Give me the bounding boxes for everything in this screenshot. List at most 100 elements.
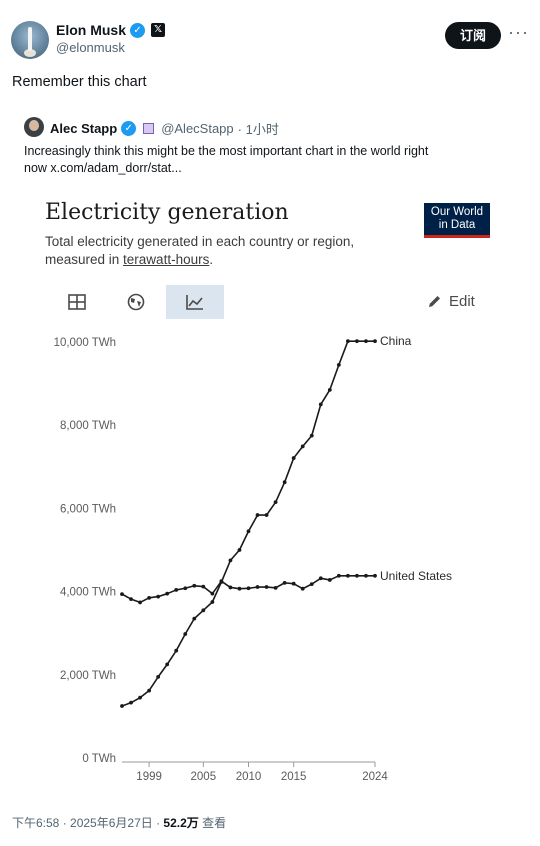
- data-point: [345, 339, 350, 344]
- y-tick-label: 4,000 TWh: [60, 587, 116, 599]
- x-tick-label: 2010: [236, 771, 262, 783]
- data-point: [237, 586, 242, 591]
- y-tick-label: 8,000 TWh: [60, 420, 116, 432]
- y-tick-label: 2,000 TWh: [60, 670, 116, 682]
- author-name[interactable]: Elon Musk: [56, 22, 127, 38]
- quote-author-avatar[interactable]: [24, 117, 44, 137]
- chart-subtitle-line: Total electricity generated in each coun…: [45, 234, 355, 249]
- data-point: [210, 591, 215, 596]
- data-point: [183, 586, 188, 591]
- data-point: [147, 595, 152, 600]
- data-point: [183, 632, 188, 636]
- data-point: [282, 580, 287, 585]
- series-label: China: [380, 334, 412, 348]
- author-avatar[interactable]: [11, 21, 49, 59]
- data-point: [156, 674, 161, 679]
- data-point: [165, 662, 170, 667]
- data-point: [355, 339, 359, 344]
- data-point: [336, 362, 341, 367]
- tweet-meta: 下午6:58 · 2025年6月27日 · 52.2万 查看: [12, 814, 226, 831]
- data-point: [255, 513, 260, 517]
- data-point: [228, 585, 233, 590]
- edit-label: Edit: [449, 293, 475, 310]
- quote-verified-badge-icon: ✓: [121, 121, 137, 136]
- data-point: [364, 573, 368, 578]
- data-point: [273, 500, 278, 505]
- pencil-icon: [429, 296, 440, 307]
- data-point: [165, 591, 170, 596]
- quote-author-name[interactable]: Alec Stapp: [50, 121, 118, 136]
- data-point: [228, 558, 233, 563]
- author-handle[interactable]: @elonmusk: [56, 40, 125, 55]
- data-point: [192, 616, 197, 621]
- tweet-text: Remember this chart: [12, 74, 147, 90]
- x-tick-label: 2005: [191, 771, 217, 783]
- tweet-timestamp[interactable]: 下午6:58 · 2025年6月27日 ·: [12, 816, 164, 830]
- quote-text-line: now x.com/adam_dorr/stat...: [24, 161, 182, 175]
- data-point: [273, 585, 278, 590]
- map-view-button[interactable]: [107, 285, 165, 319]
- data-point: [327, 578, 332, 582]
- data-point: [201, 608, 206, 613]
- table-icon: [68, 294, 86, 310]
- rocket-icon: [28, 27, 32, 51]
- data-point: [120, 592, 124, 596]
- data-point: [336, 573, 341, 578]
- chart-view-button[interactable]: [166, 285, 224, 319]
- y-tick-label: 10,000 TWh: [54, 337, 116, 349]
- quote-header[interactable]: Alec Stapp ✓ @AlecStapp · 1小时: [50, 119, 279, 138]
- verified-badge-icon: ✓: [130, 22, 146, 38]
- x-tick-label: 2015: [281, 771, 307, 783]
- data-point: [246, 586, 251, 591]
- terawatt-hours-link[interactable]: terawatt-hours: [123, 252, 210, 267]
- author-name-row[interactable]: Elon Musk ✓ 𝕏: [56, 22, 166, 38]
- data-point: [192, 583, 197, 588]
- subscribe-button[interactable]: 订阅: [445, 22, 501, 49]
- quote-author-handle: @AlecStapp: [161, 121, 234, 136]
- chart-subtitle-line: measured in terawatt-hours.: [45, 252, 214, 267]
- data-point: [300, 586, 305, 591]
- globe-icon: [127, 293, 145, 311]
- data-point: [264, 513, 269, 517]
- data-point: [264, 585, 269, 589]
- data-point: [364, 339, 368, 344]
- view-label: 查看: [198, 816, 227, 830]
- data-point: [246, 529, 251, 534]
- affiliation-badge-icon: [143, 123, 155, 134]
- quote-text-line: Increasingly think this might be the mos…: [24, 144, 429, 158]
- data-point: [373, 573, 377, 578]
- more-options-icon[interactable]: ···: [508, 22, 529, 42]
- data-point: [219, 579, 224, 584]
- data-point: [147, 688, 152, 693]
- quote-text[interactable]: Increasingly think this might be the mos…: [24, 143, 494, 177]
- y-tick-label: 6,000 TWh: [60, 503, 116, 515]
- data-point: [291, 581, 296, 586]
- electricity-line-chart: 0 TWh 2,000 TWh 4,000 TWh 6,000 TWh 8,000 TW…: [54, 334, 452, 783]
- data-point: [345, 573, 350, 578]
- x-affiliate-icon: 𝕏: [151, 23, 166, 37]
- data-point: [138, 600, 142, 605]
- quote-timestamp: · 1小时: [237, 122, 279, 137]
- data-point: [327, 387, 332, 392]
- data-point: [201, 584, 206, 589]
- data-point: [255, 585, 260, 589]
- table-view-button[interactable]: [48, 285, 106, 319]
- series-label: United States: [380, 569, 452, 583]
- data-point: [309, 433, 314, 438]
- y-tick-label: 0 TWh: [82, 753, 116, 765]
- data-point: [309, 582, 314, 587]
- data-point: [282, 480, 287, 485]
- data-point: [174, 648, 179, 653]
- data-point: [156, 594, 161, 599]
- x-tick-label: 2024: [362, 771, 388, 783]
- data-point: [318, 402, 323, 407]
- data-point: [300, 444, 305, 449]
- data-point: [373, 339, 377, 344]
- edit-button[interactable]: Edit: [427, 293, 475, 310]
- data-point: [318, 576, 323, 581]
- data-point: [138, 695, 142, 700]
- data-point: [174, 588, 179, 592]
- our-world-in-data-logo: Our World in Data: [424, 203, 490, 238]
- data-point: [237, 548, 242, 552]
- chart-subtitle: Total electricity generated in each coun…: [45, 233, 425, 269]
